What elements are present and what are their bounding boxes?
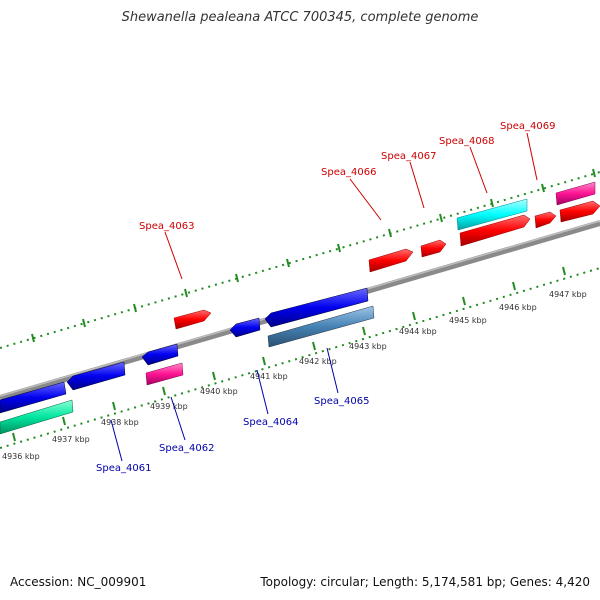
scale-label: 4943 kbp: [349, 342, 387, 351]
scale-label: 4947 kbp: [549, 290, 587, 299]
map-title: Shewanella pealeana ATCC 700345, complet…: [121, 10, 479, 25]
gene-spea-4062[interactable]: [145, 362, 184, 386]
accession-text: Accession: NC_009901: [10, 575, 147, 589]
scale-label: 4938 kbp: [101, 418, 139, 427]
gene-blue-long[interactable]: [264, 287, 369, 328]
scale-label: 4937 kbp: [52, 435, 90, 444]
scale-label: 4940 kbp: [200, 387, 238, 396]
gene-spea-4069[interactable]: [534, 211, 557, 229]
gene-blue-left[interactable]: [0, 381, 67, 414]
gene-green[interactable]: [0, 399, 74, 435]
gene-label: Spea_4063: [139, 221, 194, 232]
gene-blue-3[interactable]: [141, 343, 179, 366]
gene-cyan[interactable]: [456, 198, 528, 231]
scale-label: 4944 kbp: [399, 327, 437, 336]
gene-spea-4063[interactable]: [173, 309, 212, 330]
top-tick-track: [0, 171, 600, 349]
gene-spea-4068[interactable]: [459, 214, 531, 247]
scale-label: 4945 kbp: [449, 316, 487, 325]
gene-label: Spea_4062: [159, 443, 214, 454]
gene-label: Spea_4068: [439, 136, 494, 147]
gene-label: Spea_4065: [314, 396, 369, 407]
gene-label: Spea_4067: [381, 151, 436, 162]
gene-magenta-top[interactable]: [555, 181, 596, 206]
scale-label: 4936 kbp: [2, 452, 40, 461]
bottom-gene-labels: Spea_4061 Spea_4062 Spea_4064 Spea_4065: [96, 396, 369, 474]
gene-label: Spea_4069: [500, 121, 555, 132]
scale-label: 4942 kbp: [299, 357, 337, 366]
top-gene-labels: Spea_4063 Spea_4066 Spea_4067 Spea_4068 …: [139, 121, 555, 232]
gene-label: Spea_4061: [96, 463, 151, 474]
scale-label: 4941 kbp: [250, 372, 288, 381]
scale-label: 4939 kbp: [150, 402, 188, 411]
bottom-major-ticks: [12, 266, 566, 442]
gene-label: Spea_4066: [321, 167, 376, 178]
gene-red-right[interactable]: [559, 200, 600, 223]
scale-labels: 4936 kbp 4937 kbp 4938 kbp 4939 kbp 4940…: [2, 290, 587, 461]
gene-spea-4065[interactable]: [267, 305, 375, 348]
gene-blue-2[interactable]: [66, 361, 126, 391]
scale-label: 4946 kbp: [499, 303, 537, 312]
gene-spea-4064[interactable]: [229, 317, 261, 338]
top-major-ticks: [31, 168, 596, 343]
top-leader-lines: [164, 132, 538, 280]
genome-info-text: Topology: circular; Length: 5,174,581 bp…: [260, 575, 590, 589]
bottom-leader-lines: [110, 347, 339, 462]
gene-spea-4066[interactable]: [368, 248, 414, 273]
gene-spea-4067[interactable]: [420, 239, 447, 258]
gene-label: Spea_4064: [243, 417, 298, 428]
